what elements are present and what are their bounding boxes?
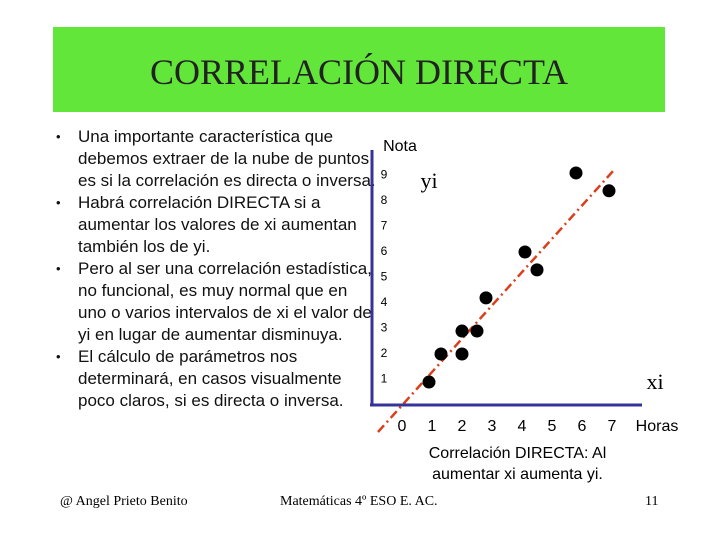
footer-author: @ Angel Prieto Benito <box>60 494 188 509</box>
point <box>434 347 448 361</box>
x-tick-label: 7 <box>608 418 617 435</box>
trend-line <box>377 169 615 433</box>
bullet: Habrá correlación DIRECTA si a aumentar … <box>56 192 378 258</box>
point <box>470 324 484 338</box>
point <box>530 263 544 277</box>
point <box>422 375 436 389</box>
point <box>455 347 469 361</box>
y-tick-label: 6 <box>381 244 388 258</box>
y-tick-label: 2 <box>381 346 388 360</box>
point <box>602 184 616 198</box>
x-axis-label: Horas <box>636 418 679 435</box>
x-tick-label: 0 <box>398 418 407 435</box>
x-tick-label: 6 <box>578 418 587 435</box>
bullet: El cálculo de parámetros nos determinará… <box>56 346 378 412</box>
y-var-label: yi <box>420 168 437 193</box>
x-tick-label: 2 <box>458 418 467 435</box>
footer-course: Matemáticas 4º ESO E. AC. <box>280 494 438 509</box>
point <box>479 291 493 305</box>
x-var-label: xi <box>646 369 663 394</box>
point <box>455 324 469 338</box>
bullet-list: Una importante característica que debemo… <box>52 126 378 412</box>
y-tick-label: 4 <box>381 295 388 309</box>
footer-page: 11 <box>645 494 659 509</box>
x-tick-label: 3 <box>488 418 497 435</box>
annotation: Correlación DIRECTA: Al aumentar xi aume… <box>428 445 607 483</box>
y-axis-label: Nota <box>383 138 417 155</box>
x-tick-label: 4 <box>518 418 527 435</box>
y-tick-label: 8 <box>381 193 388 207</box>
y-tick-label: 9 <box>381 168 388 182</box>
bullet: Una importante característica que debemo… <box>56 126 378 192</box>
x-tick-label: 1 <box>428 418 437 435</box>
y-tick-label: 1 <box>381 372 388 386</box>
title-box: CORRELACIÓN DIRECTA <box>53 27 665 112</box>
y-tick-label: 3 <box>381 321 388 335</box>
point <box>569 166 583 180</box>
slide-title: CORRELACIÓN DIRECTA <box>149 52 569 92</box>
y-tick-label: 7 <box>381 219 388 233</box>
x-tick-label: 5 <box>548 418 557 435</box>
y-tick-label: 5 <box>381 270 388 284</box>
bullet: Pero al ser una correlación estadística,… <box>56 258 378 346</box>
point <box>518 245 532 259</box>
